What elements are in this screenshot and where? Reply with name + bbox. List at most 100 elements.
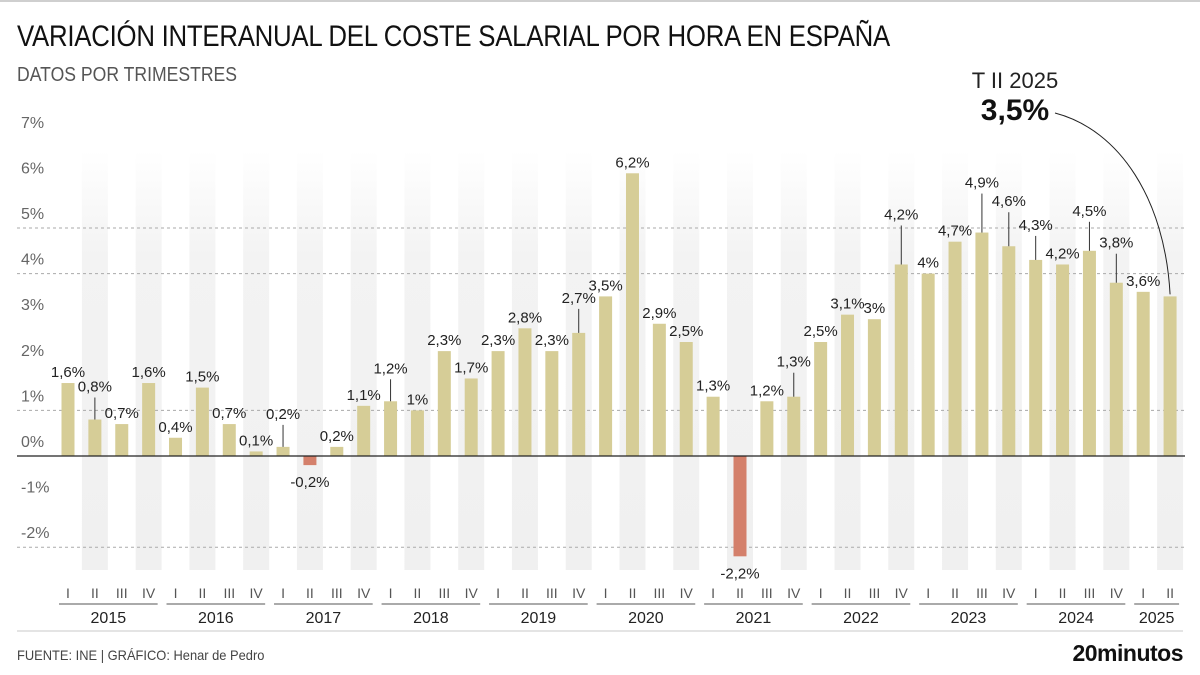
bar-2020-II (625, 173, 639, 456)
quarter-label: IV (572, 585, 586, 601)
data-label: 1,3% (696, 378, 730, 395)
quarter-label: IV (787, 585, 801, 601)
bar-2017-II (303, 456, 317, 466)
top-rule (0, 0, 1200, 2)
y-tick-label: 6% (21, 160, 44, 177)
data-label: 4,7% (938, 223, 972, 240)
annotation-label: T II 2025 (971, 68, 1059, 93)
quarter-label: III (116, 585, 128, 601)
data-label: 1% (407, 391, 429, 408)
bar-2016-I (169, 437, 183, 456)
data-label: 1,6% (51, 364, 85, 381)
quarter-label: II (91, 585, 99, 601)
data-label: 2,7% (562, 290, 596, 307)
data-label: 1,3% (777, 354, 811, 371)
background-band (135, 150, 162, 570)
quarter-label: IV (250, 585, 264, 601)
bar-2021-II (733, 456, 747, 557)
gridlines (17, 227, 1185, 548)
background-band (243, 150, 270, 570)
quarter-label: II (629, 585, 637, 601)
year-label: 2022 (843, 610, 879, 627)
quarter-label: II (1059, 585, 1067, 601)
quarter-label: II (199, 585, 207, 601)
data-label: 1,7% (454, 359, 488, 376)
bar-2022-IV (894, 264, 908, 456)
y-tick-label: 2% (21, 343, 44, 360)
bar-2015-II (88, 419, 102, 456)
data-label: 3,1% (830, 296, 864, 313)
background-band (780, 150, 807, 570)
data-label: 0,4% (158, 419, 192, 436)
quarter-label: III (331, 585, 343, 601)
bar-2021-III (760, 401, 774, 456)
quarter-label: III (869, 585, 881, 601)
bar-2017-IV (357, 405, 371, 456)
quarter-label: II (306, 585, 314, 601)
bar-2016-IV (249, 451, 263, 456)
bar-2025-I (1136, 291, 1150, 456)
quarter-label: II (1166, 585, 1174, 601)
data-label: 0,1% (239, 432, 273, 449)
data-label: 3,5% (588, 277, 622, 294)
quarter-label: I (496, 585, 500, 601)
bar-2024-III (1082, 250, 1096, 456)
data-label: -2,2% (720, 565, 759, 582)
bar-2022-I (814, 342, 828, 456)
quarter-label: I (66, 585, 70, 601)
data-label: 0,7% (212, 405, 246, 422)
year-label: 2017 (306, 610, 342, 627)
bar-2020-IV (679, 342, 693, 456)
quarter-label: IV (142, 585, 156, 601)
bar-2025-II (1163, 296, 1177, 456)
bar-2022-II (841, 314, 855, 456)
quarter-label: III (1084, 585, 1096, 601)
data-label: 6,2% (615, 154, 649, 171)
background-band (81, 150, 108, 570)
data-label: 2,3% (427, 332, 461, 349)
data-label: 2,5% (669, 323, 703, 340)
year-label: 2019 (521, 610, 557, 627)
quarter-label: IV (1110, 585, 1124, 601)
data-label: 0,7% (105, 405, 139, 422)
quarter-label: III (223, 585, 235, 601)
year-label: 2018 (413, 610, 449, 627)
y-tick-label: 1% (21, 388, 44, 405)
background-band (296, 150, 323, 570)
data-label: 2,8% (508, 309, 542, 326)
y-axis-ticks: -2% -1% 0% 1% 2% 3% 4% 5% 6% 7% (21, 115, 49, 542)
quarter-label: I (604, 585, 608, 601)
source-credit: FUENTE: INE | GRÁFICO: Henar de Pedro (17, 647, 265, 663)
annotation-callout-line (1054, 112, 1171, 295)
data-label: 3% (864, 300, 886, 317)
y-tick-label: 7% (21, 115, 44, 132)
y-tick-label: -1% (21, 480, 49, 497)
year-label: 2025 (1139, 610, 1175, 627)
bar-2020-I (599, 296, 613, 456)
data-label: 2,5% (804, 323, 838, 340)
quarter-label: I (281, 585, 285, 601)
quarter-label: I (1141, 585, 1145, 601)
bar-2019-I (491, 351, 505, 456)
chart-subtitle: DATOS POR TRIMESTRES (17, 64, 238, 86)
y-tick-label: 4% (21, 252, 44, 269)
chart-title: VARIACIÓN INTERANUAL DEL COSTE SALARIAL … (17, 20, 890, 53)
data-label: 4% (917, 255, 939, 272)
bar-2023-II (948, 241, 962, 456)
data-label: -0,2% (290, 474, 329, 491)
quarter-label: IV (895, 585, 909, 601)
quarter-label: II (736, 585, 744, 601)
quarter-label: I (1034, 585, 1038, 601)
bar-2023-I (921, 273, 935, 456)
data-label: 1,6% (132, 364, 166, 381)
data-label: 3,6% (1126, 273, 1160, 290)
bars (61, 173, 1177, 557)
quarter-label: I (819, 585, 823, 601)
quarter-label: II (844, 585, 852, 601)
background-band (350, 150, 377, 570)
bar-2018-IV (464, 378, 478, 456)
quarter-label: IV (465, 585, 479, 601)
data-label: 2,9% (642, 305, 676, 322)
bar-2015-I (61, 383, 75, 456)
